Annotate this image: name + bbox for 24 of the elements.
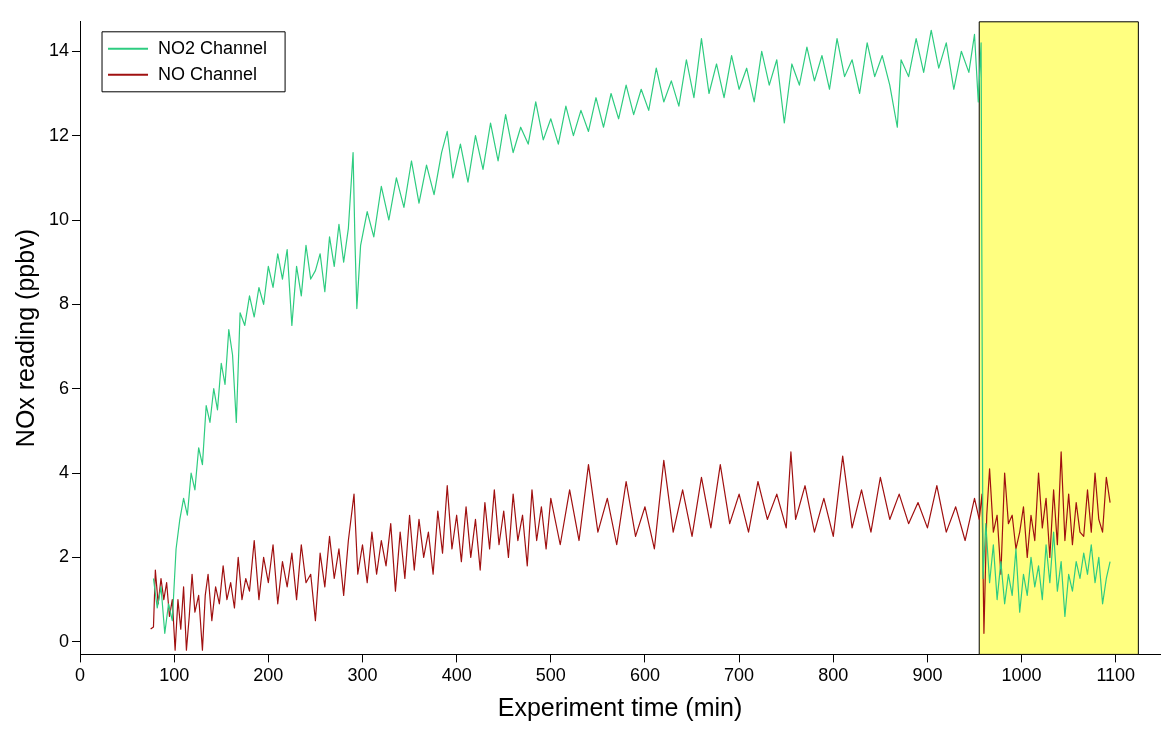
x-tick-label: 200: [253, 665, 284, 686]
x-tick-label: 600: [629, 665, 660, 686]
x-tick-label: 800: [818, 665, 849, 686]
y-tick-label: 4: [59, 462, 70, 483]
x-tick-label: 500: [535, 665, 566, 686]
x-tick-label: 900: [912, 665, 943, 686]
y-tick-label: 14: [48, 40, 70, 61]
legend-label: NO2 Channel: [158, 37, 268, 58]
y-tick-label: 0: [59, 630, 70, 651]
y-tick-label: 8: [59, 293, 70, 314]
x-axis-title: Experiment time (min): [497, 692, 743, 721]
x-tick-label: 100: [159, 665, 190, 686]
x-tick-label: 1000: [1001, 665, 1042, 686]
x-tick-label: 1100: [1096, 665, 1136, 686]
y-tick-label: 12: [48, 124, 70, 145]
x-tick-label: 300: [347, 665, 378, 686]
x-tick-label: 400: [441, 665, 472, 686]
x-tick-label: 0: [75, 665, 86, 686]
y-tick-label: 6: [59, 377, 70, 398]
legend-label: NO Channel: [158, 63, 258, 84]
y-axis-title: NOx reading (ppbv): [10, 229, 39, 448]
x-tick-label: 700: [724, 665, 755, 686]
y-tick-label: 10: [48, 208, 70, 229]
y-tick-label: 2: [59, 546, 70, 567]
